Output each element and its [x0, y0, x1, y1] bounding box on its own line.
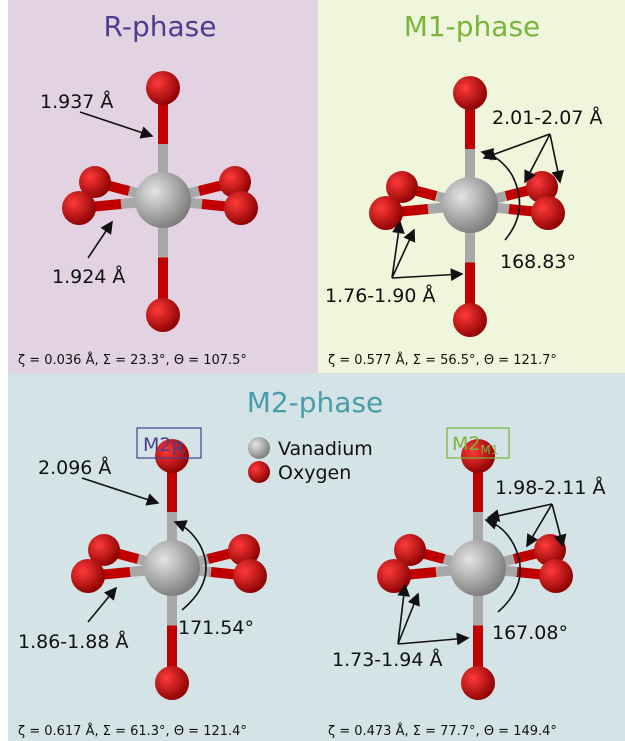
o-atom [224, 191, 258, 225]
bond-label: 2.096 Å [38, 456, 111, 479]
o-atom [369, 196, 403, 230]
o-atom [155, 666, 189, 700]
o-atom [453, 76, 487, 110]
m2-title: M2-phase [247, 386, 384, 419]
figure: R-phase 1.937 Å 1.924 Å ζ = 0.036 Å, Σ =… [0, 0, 625, 741]
o-atom [531, 196, 565, 230]
o-atom [461, 666, 495, 700]
bond-label: 1.86-1.88 Å [18, 630, 129, 653]
v-atom [442, 177, 498, 233]
o-atom [539, 559, 573, 593]
o-atom [377, 559, 411, 593]
stats: ζ = 0.577 Å, Σ = 56.5°, Θ = 121.7° [328, 352, 557, 368]
angle-label: 168.83° [500, 251, 576, 273]
stats: ζ = 0.617 Å, Σ = 61.3°, Θ = 121.4° [18, 723, 247, 739]
o-atom [62, 191, 96, 225]
angle-label: 171.54° [178, 617, 254, 639]
legend-label: Vanadium [278, 438, 373, 460]
bond-label: 1.937 Å [40, 90, 113, 113]
v-atom [144, 540, 200, 596]
o-atom [233, 559, 267, 593]
bond-label: 1.924 Å [52, 265, 125, 288]
r-title: R-phase [104, 10, 217, 43]
o-atom [453, 303, 487, 337]
v-atom [450, 540, 506, 596]
stats: ζ = 0.036 Å, Σ = 23.3°, Θ = 107.5° [18, 352, 247, 368]
legend-swatch [248, 461, 270, 483]
legend-label: Oxygen [278, 462, 351, 484]
o-atom [146, 298, 180, 332]
o-atom [71, 559, 105, 593]
bond-label: 1.98-2.11 Å [495, 476, 606, 499]
v-atom [135, 172, 191, 228]
bond-label: 1.73-1.94 Å [332, 648, 443, 671]
angle-label: 167.08° [492, 622, 568, 644]
stats: ζ = 0.473 Å, Σ = 77.7°, Θ = 149.4° [328, 723, 557, 739]
bond-label: 2.01-2.07 Å [492, 106, 603, 129]
legend-swatch [248, 437, 270, 459]
bond-label: 1.76-1.90 Å [325, 284, 436, 307]
m1-title: M1-phase [404, 10, 541, 43]
o-atom [146, 71, 180, 105]
